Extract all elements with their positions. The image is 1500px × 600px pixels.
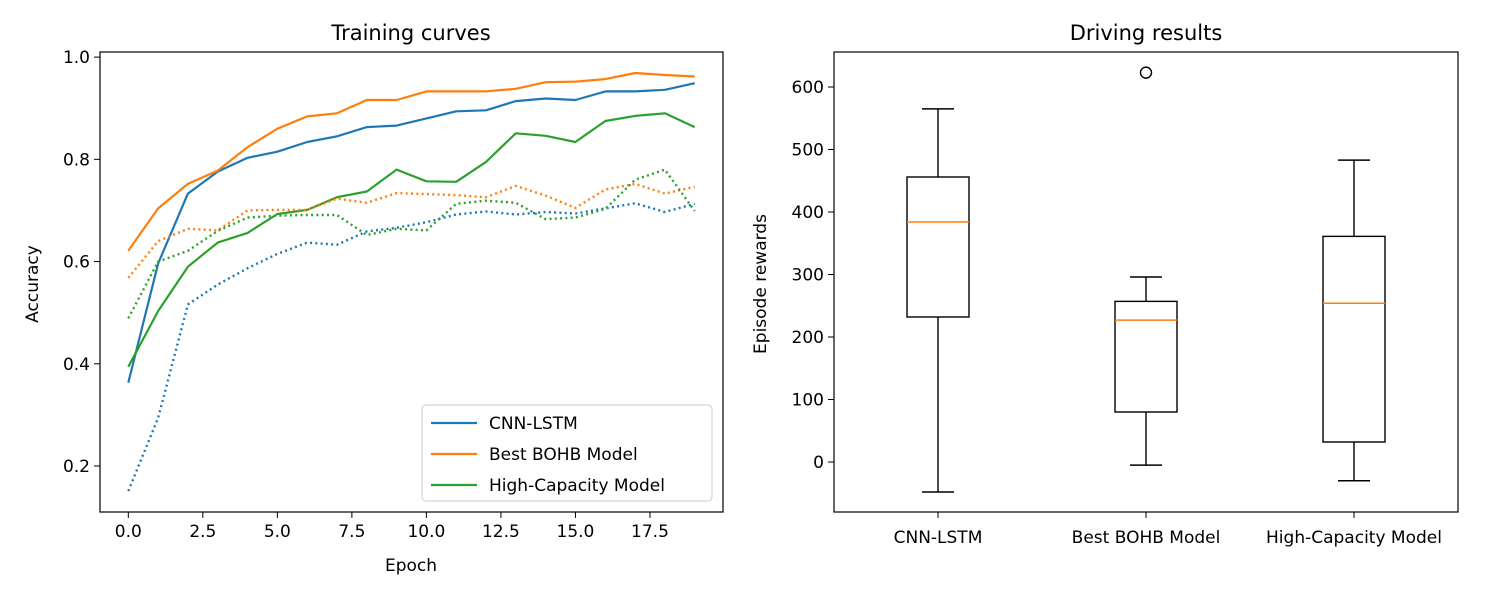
x-tick-label: 2.5 — [189, 522, 216, 542]
outlier-point — [1139, 66, 1153, 79]
y-tick-label: 400 — [792, 203, 824, 223]
series-lines — [127, 71, 696, 492]
plot-frame — [99, 51, 724, 513]
legend: CNN-LSTM Best BOHB Model High-Capacity Mod… — [421, 404, 713, 502]
legend-box — [421, 404, 713, 502]
x-tick-label: High-Capacity Model — [1266, 528, 1442, 548]
x-tick-label: 5.0 — [264, 522, 291, 542]
box-plots — [906, 66, 1386, 493]
x-tick-label: 10.0 — [407, 522, 445, 542]
x-axis-ticks: CNN-LSTM Best BOHB Model High-Capacity Mod… — [894, 512, 1442, 548]
y-axis-ticks: 0.2 0.4 0.6 0.8 1.0 — [63, 48, 100, 477]
series-line-best-bohb-model — [127, 71, 695, 252]
legend-label-high-capacity-model: High-Capacity Model — [489, 476, 665, 496]
y-tick-label: 0 — [813, 453, 824, 473]
x-axis-label: Epoch — [385, 556, 437, 576]
y-tick-label: 0.2 — [63, 457, 90, 477]
box-iqr — [1114, 300, 1178, 413]
y-axis-label: Episode rewards — [751, 214, 771, 354]
box-cnn-lstm — [906, 108, 970, 493]
legend-label-best-bohb-model: Best BOHB Model — [489, 445, 638, 465]
y-tick-label: 1.0 — [63, 48, 90, 68]
series-line-series-5-dotted — [127, 168, 696, 319]
y-tick-label: 0.6 — [63, 253, 90, 273]
y-tick-label: 100 — [792, 391, 824, 411]
x-tick-label: 7.5 — [338, 522, 365, 542]
box-iqr — [906, 176, 970, 318]
chart-title: Driving results — [1070, 21, 1223, 45]
chart-title: Training curves — [330, 21, 490, 45]
x-axis-ticks: 0.0 2.5 5.0 7.5 10.0 12.5 15.0 17.5 — [115, 512, 669, 542]
x-tick-label: 0.0 — [115, 522, 142, 542]
y-axis-ticks: 0 100 200 300 400 500 600 — [792, 78, 834, 473]
y-tick-label: 600 — [792, 78, 824, 98]
driving-results-chart: Driving results CNN-LSTM Best BOHB Model H… — [751, 21, 1459, 548]
series-line-high-capacity-model — [127, 112, 696, 368]
box-iqr — [1322, 235, 1386, 443]
series-line-cnn-lstm — [127, 82, 695, 383]
training-curves-chart: Training curves 0.0 2.5 5.0 7.5 10.0 12.5 15.0… — [23, 21, 724, 576]
y-tick-label: 300 — [792, 266, 824, 286]
y-tick-label: 500 — [792, 141, 824, 161]
x-tick-label: CNN-LSTM — [894, 528, 983, 548]
x-tick-label: Best BOHB Model — [1072, 528, 1221, 548]
x-tick-label: 17.5 — [631, 522, 669, 542]
box-best-bohb-model — [1114, 66, 1178, 466]
plot-area — [99, 51, 724, 513]
series-line-series-4-dotted — [127, 182, 695, 279]
x-tick-label: 12.5 — [482, 522, 520, 542]
legend-label-cnn-lstm: CNN-LSTM — [489, 414, 578, 434]
y-axis-label: Accuracy — [23, 245, 43, 323]
y-tick-label: 200 — [792, 328, 824, 348]
y-tick-label: 0.4 — [63, 355, 90, 375]
x-tick-label: 15.0 — [557, 522, 595, 542]
y-tick-label: 0.8 — [63, 150, 90, 170]
box-high-capacity-model — [1322, 159, 1386, 482]
